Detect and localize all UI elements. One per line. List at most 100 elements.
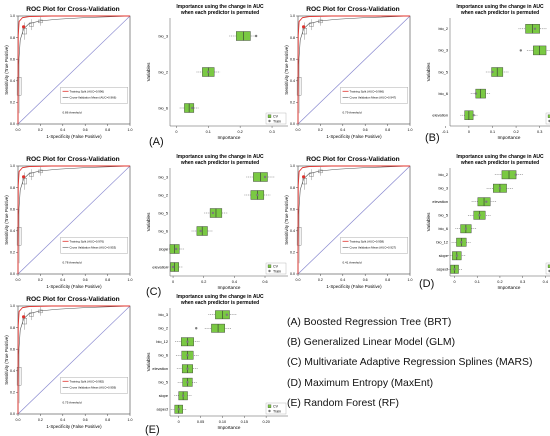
roc-y-tick-label: 1.0 <box>10 14 15 18</box>
importance-legend-train-label: Train <box>273 119 281 123</box>
roc-x-tick-label: 1.0 <box>128 418 133 422</box>
importance-x-tick-label: 0.2 <box>201 280 206 284</box>
roc-cv-box <box>29 172 34 177</box>
model-legend-item: (D) Maximum Entropy (MaxEnt) <box>287 377 434 389</box>
importance-category-label: bio_6 <box>158 105 168 110</box>
importance-x-tick-label: 0.2 <box>497 280 502 284</box>
roc-y-axis-label: Sensitivity (True Positive) <box>4 195 9 245</box>
roc-cv-box <box>296 76 302 96</box>
importance-train-point <box>225 313 229 316</box>
roc-x-tick-label: 0.6 <box>363 278 368 282</box>
roc-legend-cv-label: Cross Validation Mean (AUC=0.959) <box>70 385 117 389</box>
importance-legend-cv-label: CV <box>273 405 279 409</box>
roc-legend-box <box>60 237 128 254</box>
roc-x-tick-label: 0.0 <box>16 418 21 422</box>
roc-y-tick-label: 1.0 <box>10 164 15 168</box>
importance-x-axis-label: Importance <box>218 135 241 140</box>
roc-y-tick-label: 0.2 <box>290 251 295 255</box>
importance-category-label: bio_12 <box>436 240 448 245</box>
importance-title-line-2: when each predictor is permuted <box>460 10 539 16</box>
roc-threshold-point <box>22 315 26 319</box>
roc-y-tick-label: 0.0 <box>10 272 15 276</box>
importance-train-point <box>514 173 518 176</box>
importance-train-point <box>256 193 259 197</box>
roc-x-tick-label: 0.0 <box>296 128 301 132</box>
roc-legend-box <box>340 87 408 104</box>
roc-x-tick-label: 0.0 <box>16 278 21 282</box>
importance-category-label: bio_3 <box>158 33 168 38</box>
importance-title-line-2: when each predictor is permuted <box>180 10 259 16</box>
importance-y-axis-label: Variables <box>146 352 151 372</box>
roc-title: ROC Plot for Cross-Validation <box>26 296 119 303</box>
importance-train-point <box>472 114 475 117</box>
roc-title: ROC Plot for Cross-Validation <box>306 156 399 163</box>
importance-category-label: bio_3 <box>158 312 168 317</box>
importance-train-point <box>478 214 481 217</box>
roc-legend-cv-label: Cross Validation Mean (AUC=0.947) <box>350 95 397 99</box>
panel-letter-c: (C) <box>146 286 162 298</box>
importance-train-point <box>453 268 456 271</box>
roc-train-curve <box>297 165 410 275</box>
roc-x-tick-label: 0.8 <box>385 128 390 132</box>
roc-x-tick-label: 0.2 <box>318 128 323 132</box>
roc-chance-line <box>17 15 131 125</box>
importance-category-label: bio_6 <box>438 226 448 231</box>
importance-train-point <box>211 211 215 215</box>
roc-cv-curve <box>17 15 131 125</box>
roc-threshold-label: 0.75 threshold <box>63 400 82 404</box>
importance-category-label: slope <box>159 393 168 398</box>
roc-x-tick-label: 0.8 <box>105 418 110 422</box>
roc-y-tick-label: 0.0 <box>10 412 15 416</box>
importance-train-point <box>174 247 178 251</box>
importance-y-axis-label: Variables <box>146 62 151 82</box>
roc-cv-box <box>309 22 314 27</box>
importance-category-label: bio_2 <box>438 172 448 177</box>
roc-cv-box <box>302 178 307 185</box>
importance-category-label: elevation <box>152 366 168 371</box>
roc-legend-box <box>60 377 128 394</box>
importance-x-tick-label: 0.3 <box>269 130 274 134</box>
roc-cv-box <box>38 19 43 24</box>
importance-train-point <box>464 227 468 230</box>
importance-legend-box <box>265 112 287 125</box>
roc-legend-train-label: Training Split (AUC=0.976) <box>70 239 105 243</box>
importance-legend-cv-swatch <box>267 404 272 408</box>
roc-cv-curve <box>297 165 411 275</box>
model-legend-item: (B) Generalized Linear Model (GLM) <box>287 337 456 349</box>
importance-legend-cv-swatch <box>267 114 272 118</box>
importance-legend-cv-label: CV <box>273 265 279 269</box>
roc-threshold-point <box>302 25 306 29</box>
roc-x-axis-label: 1-Specificity (False Positive) <box>326 134 382 139</box>
importance-legend-train-swatch <box>268 119 271 123</box>
importance-x-tick-label: 0.15 <box>241 420 248 424</box>
roc-x-tick-label: 0.4 <box>60 278 65 282</box>
importance-x-tick-label: 0.1 <box>490 130 495 134</box>
importance-title-line-2: when each predictor is permuted <box>180 160 259 166</box>
roc-y-tick-label: 0.4 <box>10 229 15 233</box>
model-legend-item: (C) Multivariate Adaptive Regression Spl… <box>287 357 533 369</box>
importance-x-tick-label: 0.10 <box>219 420 226 424</box>
roc-train-curve <box>17 305 130 415</box>
roc-y-tick-label: 0.4 <box>10 79 15 83</box>
roc-train-curve <box>17 15 130 125</box>
roc-y-tick-label: 0.8 <box>10 36 15 40</box>
importance-train-point <box>195 327 198 330</box>
roc-y-tick-label: 0.2 <box>10 391 15 395</box>
roc-y-tick-label: 0.6 <box>10 207 15 211</box>
importance-legend-box <box>545 112 550 125</box>
importance-legend-box <box>265 262 287 275</box>
roc-y-tick-label: 0.2 <box>10 251 15 255</box>
roc-legend-cv-label: Cross-Validation Mean (AUC=0.966) <box>70 95 117 99</box>
importance-train-point <box>263 175 267 179</box>
roc-cv-box <box>38 309 43 314</box>
importance-category-label: bio_6 <box>438 91 448 96</box>
roc-legend-box <box>60 87 128 104</box>
importance-title-line-1: Importance using the change in AUC <box>456 154 544 160</box>
roc-cv-box <box>22 178 27 185</box>
importance-x-tick-label: 0.1 <box>475 280 480 284</box>
roc-legend-box <box>340 237 408 254</box>
